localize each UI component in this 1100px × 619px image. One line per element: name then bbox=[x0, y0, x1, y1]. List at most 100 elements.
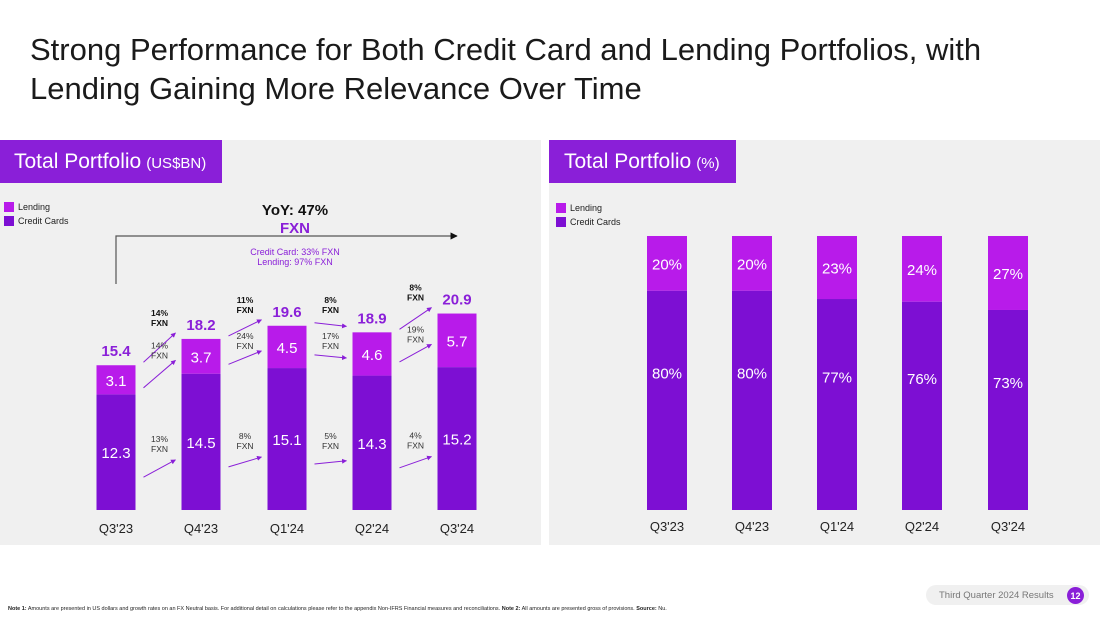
yoy-credit-card-growth: Credit Card: 33% FXN bbox=[250, 247, 340, 257]
bar-credit-cards-pct bbox=[988, 309, 1028, 510]
data-label-lending: 5.7 bbox=[447, 333, 468, 350]
bar-lending bbox=[352, 332, 392, 376]
growth-label-lending: 17% FXN bbox=[322, 331, 339, 351]
bar-credit-cards-pct bbox=[902, 301, 942, 510]
legend-label-credit-cards: Credit Cards bbox=[18, 216, 69, 226]
legend-item-credit-cards: Credit Cards bbox=[556, 215, 621, 229]
chart-total-portfolio-pct: 20% 80% Q3'23 20% 80% Q4'23 23% 77% Q1'24 24% 76% Q… bbox=[647, 236, 1028, 534]
panel-unit: (%) bbox=[696, 155, 720, 172]
bar-credit-cards-pct bbox=[647, 290, 687, 510]
data-label-credit-cards-pct: 80% bbox=[737, 365, 767, 382]
growth-label-lending: 24% FXN bbox=[236, 331, 253, 351]
x-tick-label: Q2'24 bbox=[905, 519, 939, 534]
bar-credit-cards bbox=[267, 368, 307, 510]
bar-lending bbox=[437, 313, 477, 368]
data-label-credit-cards: 15.1 bbox=[272, 432, 301, 449]
bar-lending-pct bbox=[988, 236, 1028, 310]
growth-arrow-lending bbox=[314, 354, 347, 361]
page-number: 12 bbox=[1067, 587, 1084, 604]
bar-lending bbox=[267, 325, 307, 369]
bar-lending-pct bbox=[817, 236, 857, 300]
data-label-credit-cards: 14.3 bbox=[357, 436, 386, 453]
bar-credit-cards-pct bbox=[817, 299, 857, 510]
growth-label-credit-cards: 5% FXN bbox=[322, 431, 339, 451]
growth-label-credit-cards: 4% FXN bbox=[407, 431, 424, 451]
growth-arrow-total bbox=[228, 319, 262, 337]
data-label-lending: 4.6 bbox=[362, 347, 383, 364]
data-label-lending: 3.7 bbox=[191, 349, 212, 366]
total-portfolio-usd-header: Total Portfolio (US$BN) bbox=[0, 140, 223, 183]
growth-label-total: 14% FXN bbox=[151, 308, 168, 328]
bar-credit-cards-pct bbox=[732, 290, 772, 510]
yoy-title: YoY: 47% bbox=[262, 202, 328, 219]
x-tick-label: Q3'23 bbox=[650, 519, 684, 534]
data-label-lending-pct: 27% bbox=[993, 266, 1023, 283]
total-portfolio-usd-panel: Total Portfolio (US$BN) Lending Credit C… bbox=[0, 140, 541, 545]
growth-label-total: 8% FXN bbox=[407, 283, 424, 303]
bar-credit-cards bbox=[181, 373, 221, 510]
growth-arrow-credit-cards bbox=[314, 458, 347, 465]
bar-lending bbox=[96, 365, 136, 395]
data-label-total: 15.4 bbox=[101, 343, 131, 360]
report-tag: Third Quarter 2024 Results bbox=[926, 585, 1089, 605]
growth-label-credit-cards: 8% FXN bbox=[237, 431, 254, 451]
source-label: Source: bbox=[636, 606, 657, 612]
legend-item-credit-cards: Credit Cards bbox=[4, 214, 69, 228]
total-portfolio-pct-panel: Total Portfolio (%) Lending Credit Cards… bbox=[549, 140, 1100, 545]
legend: Lending Credit Cards bbox=[556, 201, 621, 229]
data-label-total: 18.9 bbox=[357, 310, 386, 327]
growth-arrow-total bbox=[143, 332, 176, 363]
data-label-credit-cards: 12.3 bbox=[101, 445, 130, 462]
growth-arrow-credit-cards bbox=[143, 459, 176, 478]
data-label-credit-cards-pct: 80% bbox=[652, 365, 682, 382]
data-label-lending: 3.1 bbox=[106, 373, 127, 390]
growth-label-lending: 19% FXN bbox=[407, 324, 424, 344]
legend-label-credit-cards: Credit Cards bbox=[570, 217, 621, 227]
growth-label-total: 11% FXN bbox=[237, 295, 254, 315]
yoy-fxn: FXN bbox=[280, 220, 310, 237]
growth-label-lending: 14% FXN bbox=[151, 340, 168, 360]
report-tag-label: Third Quarter 2024 Results bbox=[939, 589, 1054, 601]
x-tick-label: Q1'24 bbox=[270, 521, 304, 536]
x-tick-label: Q3'24 bbox=[991, 519, 1025, 534]
data-label-credit-cards: 15.2 bbox=[442, 432, 471, 449]
growth-label-total: 8% FXN bbox=[322, 295, 339, 315]
note2-label: Note 2: bbox=[501, 606, 521, 612]
yoy-bracket-arrow bbox=[115, 232, 458, 284]
chart-total-portfolio-usd: YoY: 47% FXN Credit Card: 33% FXN Lendin… bbox=[96, 202, 477, 536]
growth-arrow-credit-cards bbox=[228, 455, 262, 468]
legend-swatch-credit-cards bbox=[4, 216, 14, 226]
legend-label-lending: Lending bbox=[570, 203, 603, 213]
legend-label-lending: Lending bbox=[18, 202, 51, 212]
total-portfolio-pct-header: Total Portfolio (%) bbox=[549, 140, 736, 183]
panel-title: Total Portfolio bbox=[564, 149, 692, 173]
x-tick-label: Q4'23 bbox=[735, 519, 769, 534]
data-label-total: 20.9 bbox=[442, 292, 471, 309]
growth-label-credit-cards: 13% FXN bbox=[151, 434, 168, 454]
note1-label: Note 1: bbox=[8, 606, 27, 612]
growth-arrow-total bbox=[314, 322, 347, 329]
legend-swatch-lending bbox=[4, 202, 14, 212]
data-label-lending: 4.5 bbox=[277, 340, 298, 357]
data-label-lending-pct: 20% bbox=[737, 256, 767, 273]
growth-arrow-total bbox=[399, 307, 432, 330]
panel-unit: (US$BN) bbox=[146, 155, 207, 172]
yoy-lending-growth: Lending: 97% FXN bbox=[257, 257, 333, 267]
bar-credit-cards bbox=[352, 375, 392, 510]
growth-arrow-credit-cards bbox=[399, 455, 432, 469]
data-label-credit-cards-pct: 76% bbox=[907, 371, 937, 388]
data-label-credit-cards: 14.5 bbox=[186, 435, 215, 452]
x-tick-label: Q3'23 bbox=[99, 521, 133, 536]
x-tick-label: Q2'24 bbox=[355, 521, 389, 536]
bar-lending-pct bbox=[732, 236, 772, 291]
data-label-total: 18.2 bbox=[186, 317, 215, 334]
data-label-lending-pct: 20% bbox=[652, 256, 682, 273]
bar-lending-pct bbox=[647, 236, 687, 291]
growth-arrow-lending bbox=[143, 359, 176, 389]
bar-lending bbox=[181, 338, 221, 374]
bar-credit-cards bbox=[437, 367, 477, 510]
page-title: Strong Performance for Both Credit Card … bbox=[30, 32, 982, 106]
legend-item-lending: Lending bbox=[556, 201, 621, 215]
x-tick-label: Q3'24 bbox=[440, 521, 474, 536]
panel-title: Total Portfolio bbox=[14, 149, 142, 173]
